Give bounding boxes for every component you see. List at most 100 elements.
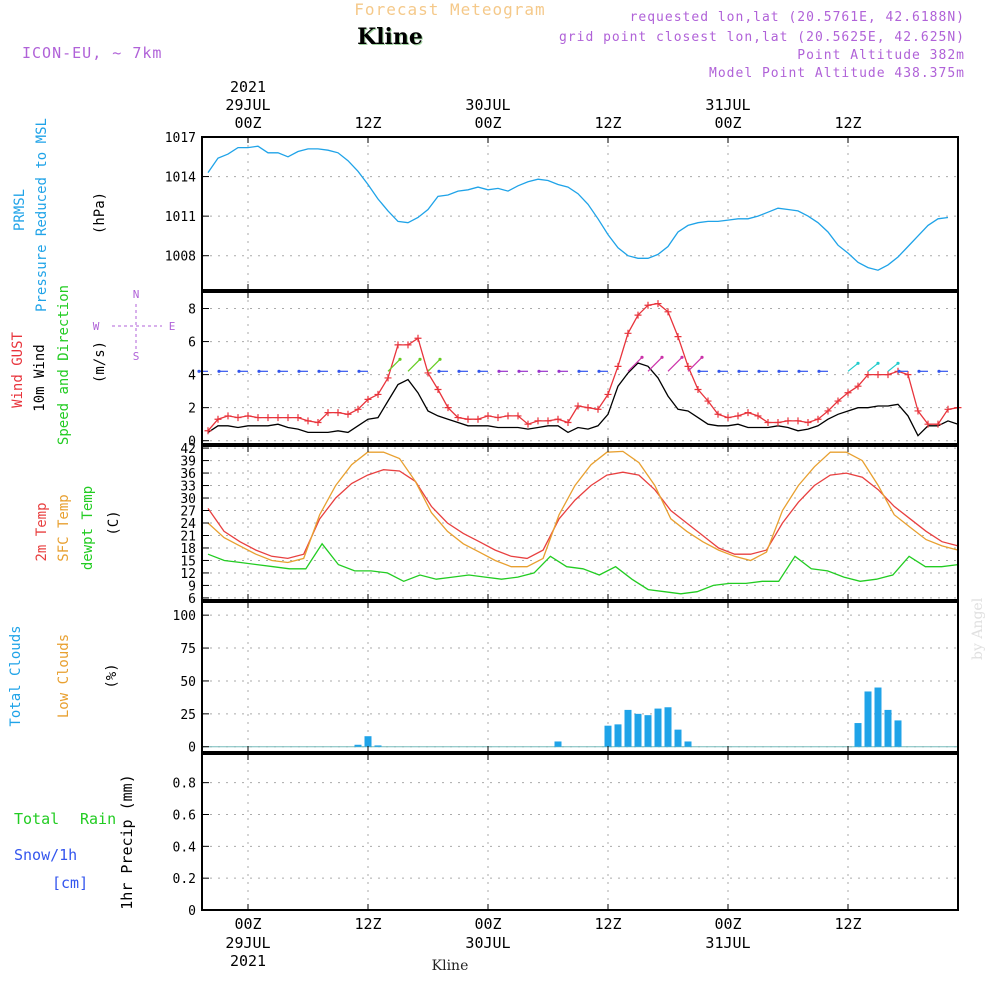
bottom-time-tick: 00Z [474,915,501,933]
bottom-time-tick: 00Z [714,915,741,933]
gust-marker [784,417,792,425]
gust-marker [844,389,852,397]
y-tick-label: 1011 [165,210,196,225]
gust-marker [234,414,242,422]
gust-marker [884,371,892,379]
wind-arrow-head [937,369,941,373]
panel-frame [201,601,959,753]
y-tick-label: 25 [180,708,196,723]
wind-arrow-head [757,369,761,373]
wind-arrow-head [237,369,241,373]
total-label: Total [14,810,59,828]
wind-arrow-head [700,355,704,359]
y-tick-label: 50 [180,675,196,690]
wind-direction-arrow [387,358,401,372]
y-tick-label: 24 [180,517,196,532]
compass-w: W [93,320,100,333]
y-tick-label: 100 [173,609,196,624]
top-time-tick: 00Z [714,114,741,132]
gust-marker [364,395,372,403]
gust-marker [614,362,622,370]
top-year: 2021 [230,78,266,96]
wind-arrow-head [317,369,321,373]
cloud-bar [364,736,372,747]
wind-arrow-head [717,369,721,373]
top-date: 31JUL [705,96,750,114]
wind-arrow-head [418,357,422,361]
wind-arrow-head [680,355,684,359]
y-tick-label: 0.6 [173,808,196,823]
wind-direction-arrow [867,362,879,372]
point-altitude: Point Altitude 382m [797,48,965,63]
compass-e: E [169,320,176,333]
top-time-tick: 00Z [474,114,501,132]
compass-s: S [133,350,140,363]
gust-marker [474,415,482,423]
temp-2m-line [207,469,959,560]
rain-label: Rain [80,810,116,828]
y-tick-label: 42 [180,442,196,457]
cloud-bar [894,720,902,747]
wind-arrow-head [557,369,561,373]
gust-marker [714,410,722,418]
cloud-bar [554,741,562,747]
gust-marker [914,407,922,415]
gust-marker [654,300,662,308]
wind-arrow-head [357,369,361,373]
gust-marker [764,419,772,427]
gust-marker [814,415,822,423]
y-tick-label: 39 [180,455,196,470]
gust-marker [694,385,702,393]
y-tick-label: 36 [180,467,196,482]
wind-direction-arrow [627,356,643,372]
wind-arrow-head [197,369,201,373]
wind-arrow-head [537,369,541,373]
wind-arrow-head [817,369,821,373]
model-altitude: Model Point Altitude 438.375m [709,66,965,81]
compass-n: N [133,288,140,301]
gust-marker [214,415,222,423]
gust-marker [634,311,642,319]
wind-arrow-head [697,369,701,373]
cloud-bar [604,725,612,747]
gust-marker [794,417,802,425]
top-time-tick: 00Z [234,114,261,132]
gust-marker [644,301,652,309]
gust-marker [774,419,782,427]
gust-marker [284,414,292,422]
gust-marker [404,341,412,349]
gust-marker [464,415,472,423]
cloud-bar [374,745,382,747]
wind-arrow-head [597,369,601,373]
top-time-tick: 12Z [834,114,861,132]
gust-marker [454,414,462,422]
y-tick-label: 0.2 [173,872,196,887]
low-clouds-label: Low Clouds [56,634,72,718]
cloud-bar [614,724,622,747]
gust-marker [354,405,362,413]
wind-arrow-head [660,355,664,359]
t2m-label: 2m Temp [34,502,50,561]
y-tick-label: 0.4 [173,840,197,855]
bottom-time-tick: 12Z [834,915,861,933]
wind-arrow-head [457,369,461,373]
wind-arrow-head [497,369,501,373]
y-tick-label: 0 [188,741,196,756]
y-tick-label: 0.8 [173,777,196,792]
y-tick-label: 18 [180,542,196,557]
cloud-bar [884,709,892,747]
wind-speed-line [207,362,959,437]
cloud-bar [354,744,362,747]
panel-frame [201,445,959,601]
gust-marker [294,414,302,422]
y-tick-label: 21 [180,529,196,544]
gust-marker [834,397,842,405]
gust-marker [604,390,612,398]
wind-direction-arrow [427,358,441,372]
gust-marker [264,414,272,422]
y-tick-label: 8 [188,303,196,318]
y-tick-label: 27 [180,505,196,520]
y-tick-label: 1008 [165,250,196,265]
gust-marker [224,412,232,420]
wind-arrow-head [217,369,221,373]
